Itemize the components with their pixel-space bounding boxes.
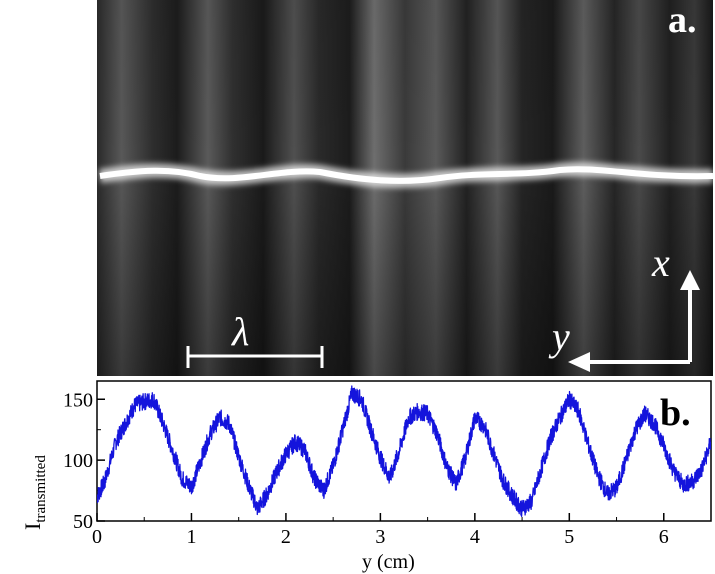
x-axis-label: y (cm) [362,551,415,573]
lambda-scale-bar [186,346,324,368]
plot-frame [96,380,712,522]
y-axis-label-sub: transmitted [33,455,49,523]
x-tick-label: 5 [564,526,574,548]
intensity-line [97,385,711,518]
x-tick-label: 1 [186,526,196,548]
x-tick-label: 0 [92,526,102,548]
panel-a-shade [97,0,713,376]
x-tick-label: 6 [659,526,669,548]
panel-b: 0 1 2 3 4 5 6 50 100 150 b. y (cm) Itransmitted [20,380,712,573]
y-tick-label: 150 [63,389,93,411]
x-tick-label: 3 [375,526,385,548]
axis-ticks: 0 1 2 3 4 5 6 50 100 150 [63,389,669,548]
axis-arrows [568,270,700,372]
y-axis-label-main: I [20,523,45,530]
svg-text:Itransmitted: Itransmitted [20,455,49,530]
y-axis-label: Itransmitted [20,455,49,530]
panel-a-label: a. [668,0,697,41]
axis-x-label: x [651,240,670,285]
x-tick-label: 4 [470,526,480,548]
y-tick-label: 100 [63,450,93,472]
panel-b-label: b. [660,392,691,434]
y-tick-label: 50 [73,511,93,533]
panel-a: a. λ x y [97,0,714,376]
x-tick-label: 2 [281,526,291,548]
bright-line [99,166,714,184]
axis-y-label: y [548,314,570,359]
lambda-label: λ [231,309,249,354]
